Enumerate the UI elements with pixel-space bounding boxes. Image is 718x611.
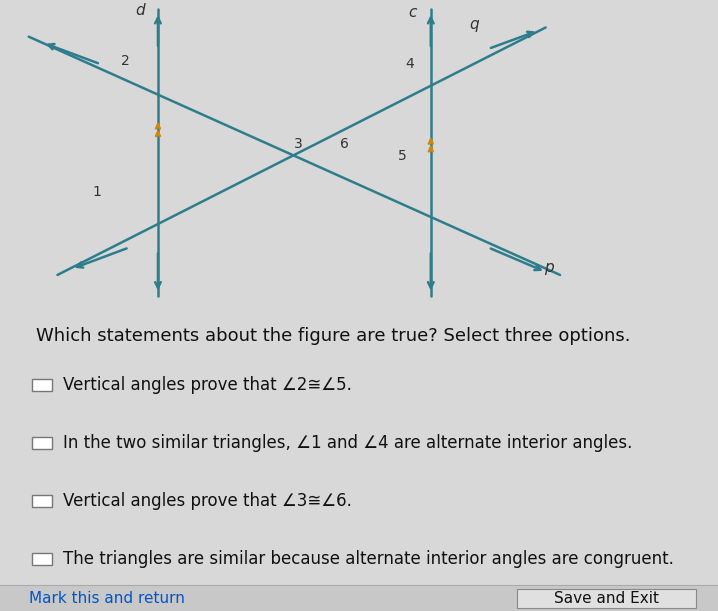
Text: c: c	[409, 5, 417, 20]
Text: d: d	[135, 3, 145, 18]
Text: 4: 4	[405, 57, 414, 71]
Text: Vertical angles prove that ∠2≅∠5.: Vertical angles prove that ∠2≅∠5.	[63, 376, 352, 394]
Bar	[0, 585, 718, 611]
Text: q: q	[469, 17, 479, 32]
Text: Save and Exit: Save and Exit	[554, 591, 659, 606]
Text: In the two similar triangles, ∠1 and ∠4 are alternate interior angles.: In the two similar triangles, ∠1 and ∠4 …	[63, 434, 633, 452]
Text: 2: 2	[121, 54, 130, 68]
Text: 3: 3	[294, 137, 302, 150]
Bar	[517, 589, 696, 608]
Text: 6: 6	[340, 137, 349, 150]
Bar	[32, 554, 52, 566]
Text: Which statements about the figure are true? Select three options.: Which statements about the figure are tr…	[36, 327, 630, 345]
Bar	[32, 437, 52, 450]
Text: 5: 5	[398, 149, 406, 163]
Text: Vertical angles prove that ∠3≅∠6.: Vertical angles prove that ∠3≅∠6.	[63, 492, 352, 510]
Text: The triangles are similar because alternate interior angles are congruent.: The triangles are similar because altern…	[63, 550, 674, 568]
Text: p: p	[544, 260, 554, 275]
Text: Mark this and return: Mark this and return	[29, 591, 185, 606]
Bar	[32, 495, 52, 507]
Bar	[32, 379, 52, 392]
Text: 1: 1	[93, 186, 101, 199]
